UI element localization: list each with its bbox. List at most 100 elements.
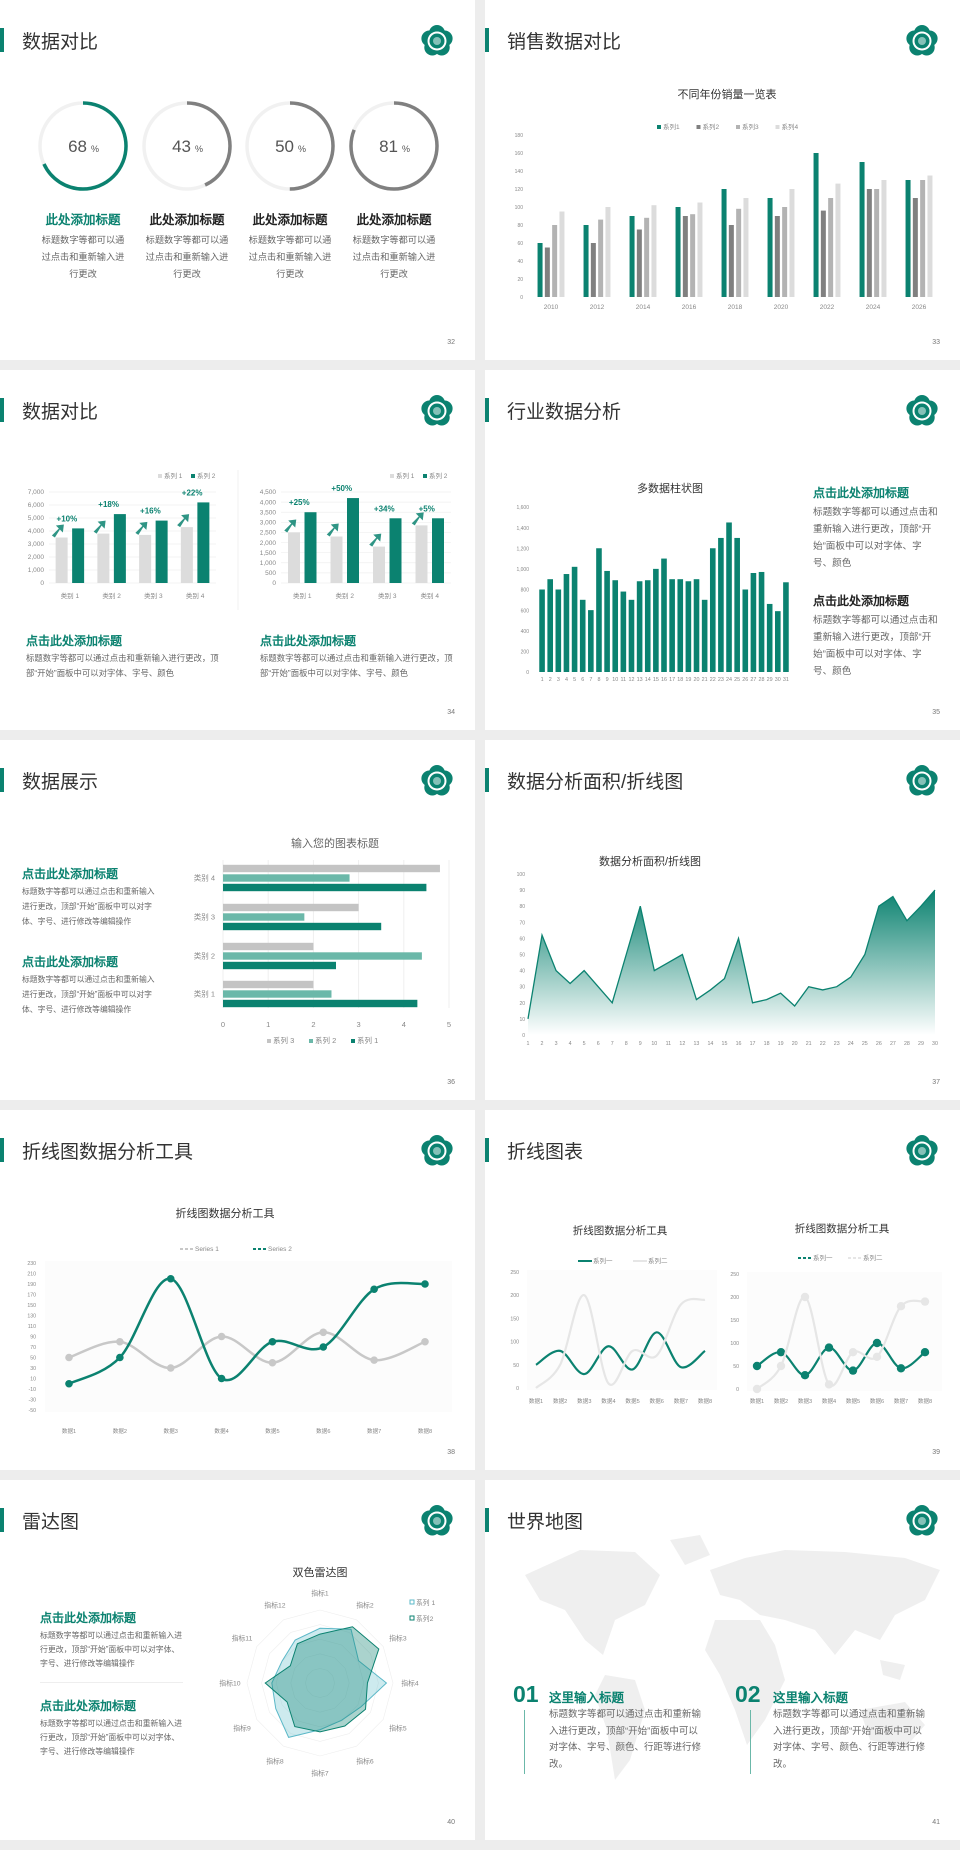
- y-tick-label: 4,500: [260, 489, 277, 496]
- y-tick-label: 90: [519, 888, 525, 894]
- legend-label: 系列 2: [197, 471, 216, 480]
- bar: [223, 942, 314, 951]
- bar: [701, 599, 708, 672]
- bar: [415, 525, 428, 583]
- slide-title: 销售数据对比: [507, 32, 622, 53]
- y-tick-label: 230: [27, 1261, 36, 1267]
- x-tick-label: 27: [750, 677, 756, 683]
- slide-36[interactable]: 数据展示 输入您的图表标题 0 1 2 3 4 5 类别 1 类别 2 类别 3 类别 4 系列 3 系…: [0, 740, 475, 1100]
- slide-33[interactable]: 销售数据对比 不同年份销量一览表 系列1 系列2 系列3 系列4 0 20 40 60 80 100…: [485, 0, 960, 360]
- item-heading: 此处添加标题: [252, 212, 328, 227]
- bar: [605, 207, 611, 297]
- axis-label: 指标12: [264, 1601, 285, 1610]
- bar: [881, 180, 887, 297]
- data-point: [824, 1380, 834, 1389]
- bar: [775, 611, 781, 672]
- section-desc: 标题数字等都可以通过点击和重新输入进行更改，顶部“开始”面板中可以对字体、字号、…: [260, 653, 453, 678]
- x-tick-label: 20: [694, 677, 700, 683]
- y-tick-label: 1,600: [516, 505, 529, 511]
- item-heading: 此处添加标题: [149, 212, 225, 227]
- bar: [743, 198, 749, 297]
- slide-41[interactable]: 世界地图 01 这里输入标题 标题数字等都可以通过点击和重新输入进行更改，顶部“…: [485, 1480, 960, 1840]
- series-line: [756, 1295, 926, 1390]
- bar: [432, 518, 444, 583]
- y-tick-label: 150: [510, 1316, 519, 1322]
- slide-34[interactable]: 数据对比 0 1,000 2,000 3,000 4,000 5,000 6,000 7,00…: [0, 370, 475, 730]
- x-tick-label: 27: [890, 1041, 896, 1047]
- section-desc: 标题数字等都可以通过点击和重新输入进行更改，顶部“开始”面板中可以对字体、字号、…: [40, 1719, 183, 1756]
- y-tick-label: 150: [27, 1303, 36, 1309]
- slide-38[interactable]: 折线图数据分析工具 折线图数据分析工具 -50 -30 -10 10 30 50 70 90 11…: [0, 1110, 475, 1470]
- bar: [675, 207, 681, 297]
- x-tick-label: 9: [606, 677, 609, 683]
- x-tick-label: 类别 1: [61, 591, 80, 600]
- x-tick-label: 数据6: [316, 1427, 330, 1435]
- x-tick-label: 2024: [866, 304, 881, 311]
- growth-arrow-icon: [411, 512, 424, 526]
- series-line: [535, 1294, 706, 1389]
- y-tick-label: 类别 1: [194, 989, 215, 999]
- slide-37[interactable]: 数据分析面积/折线图 数据分析面积/折线图 0 10 20 30 40 50 60 70 80 90…: [485, 740, 960, 1100]
- x-tick-label: 类别 2: [102, 591, 121, 600]
- bar: [782, 207, 788, 297]
- x-tick-label: 9: [639, 1041, 642, 1047]
- logo-center: [433, 1517, 441, 1525]
- bar: [347, 498, 359, 583]
- x-tick-label: 13: [693, 1041, 699, 1047]
- data-point: [848, 1348, 858, 1357]
- slide-35[interactable]: 行业数据分析 多数据柱状图 0 200 400 600 800 1,000 1,200 1,40…: [485, 370, 960, 730]
- legend-swatch: [158, 474, 162, 478]
- x-tick-label: 类别 2: [336, 591, 355, 600]
- x-tick-label: 2026: [912, 304, 927, 311]
- line-charts: 折线图数据分析工具 0 50 100 150 200 250 数据1 数据2 数据3 数据4 数据5 数…: [510, 1222, 942, 1405]
- series-line: [68, 1277, 426, 1385]
- slide-32[interactable]: 数据对比 68% 此处添加标题 标题数字等都可以通 过点击和重新输入进 行更改 43% 此处…: [0, 0, 475, 360]
- bar: [766, 603, 773, 672]
- y-tick-label: -30: [29, 1398, 37, 1404]
- x-tick-label: 2018: [728, 304, 743, 311]
- divider: [40, 1682, 183, 1683]
- x-tick-label: 6: [581, 677, 584, 683]
- area-fill: [528, 890, 935, 1035]
- bar: [774, 216, 780, 297]
- data-point: [776, 1348, 786, 1357]
- y-tick-label: 180: [515, 133, 524, 139]
- data-point: [116, 1337, 124, 1346]
- bar: [304, 512, 317, 583]
- y-tick-label: 类别 4: [194, 873, 215, 883]
- bar: [588, 610, 594, 672]
- x-tick-label: 25: [862, 1041, 868, 1047]
- logo-icon: [421, 25, 453, 56]
- slide-39[interactable]: 折线图表 折线图数据分析工具 0 50 100 150 200 250 数据1 数据2 数据3 数据…: [485, 1110, 960, 1470]
- data-point: [872, 1352, 882, 1361]
- bar: [223, 922, 382, 931]
- bar: [767, 198, 773, 297]
- bar: [223, 952, 422, 960]
- data-point: [421, 1337, 429, 1346]
- bar: [579, 599, 586, 672]
- y-tick-label: 20: [517, 277, 523, 283]
- bar: [544, 247, 550, 297]
- legend-label: 系列3: [742, 122, 759, 131]
- item-desc-line: 过点击和重新输入进: [249, 251, 332, 262]
- title-accent-bar: [0, 28, 4, 52]
- legend-label: 系列4: [782, 122, 799, 131]
- slide-40[interactable]: 雷达图 双色雷达图 指标1 指标2 指标3 指标4 指标5 指标6 指标7 指标8 指标9 指标10…: [0, 1480, 475, 1840]
- title-accent-bar: [0, 768, 4, 792]
- x-tick-label: 2: [549, 677, 552, 683]
- legend-swatch: [409, 1599, 415, 1605]
- item-desc-line: 行更改: [380, 268, 408, 279]
- bar: [223, 864, 440, 873]
- plot-area: [747, 1272, 942, 1391]
- x-tick-label: 1: [541, 677, 544, 683]
- legend-label: 系列 1: [164, 471, 183, 480]
- data-point: [370, 1285, 378, 1294]
- section-desc: 标题数字等都可以通过点击和重新输入进行更改，顶部“开始”面板中可以对字体、字号、…: [813, 507, 938, 569]
- legend-swatch: [191, 474, 195, 478]
- legend-label: 系列一: [813, 1253, 833, 1262]
- ring-value: 68: [68, 137, 87, 156]
- logo-icon: [906, 25, 938, 56]
- legend-swatch: [267, 1039, 271, 1043]
- bar: [72, 528, 85, 583]
- bar: [223, 913, 305, 921]
